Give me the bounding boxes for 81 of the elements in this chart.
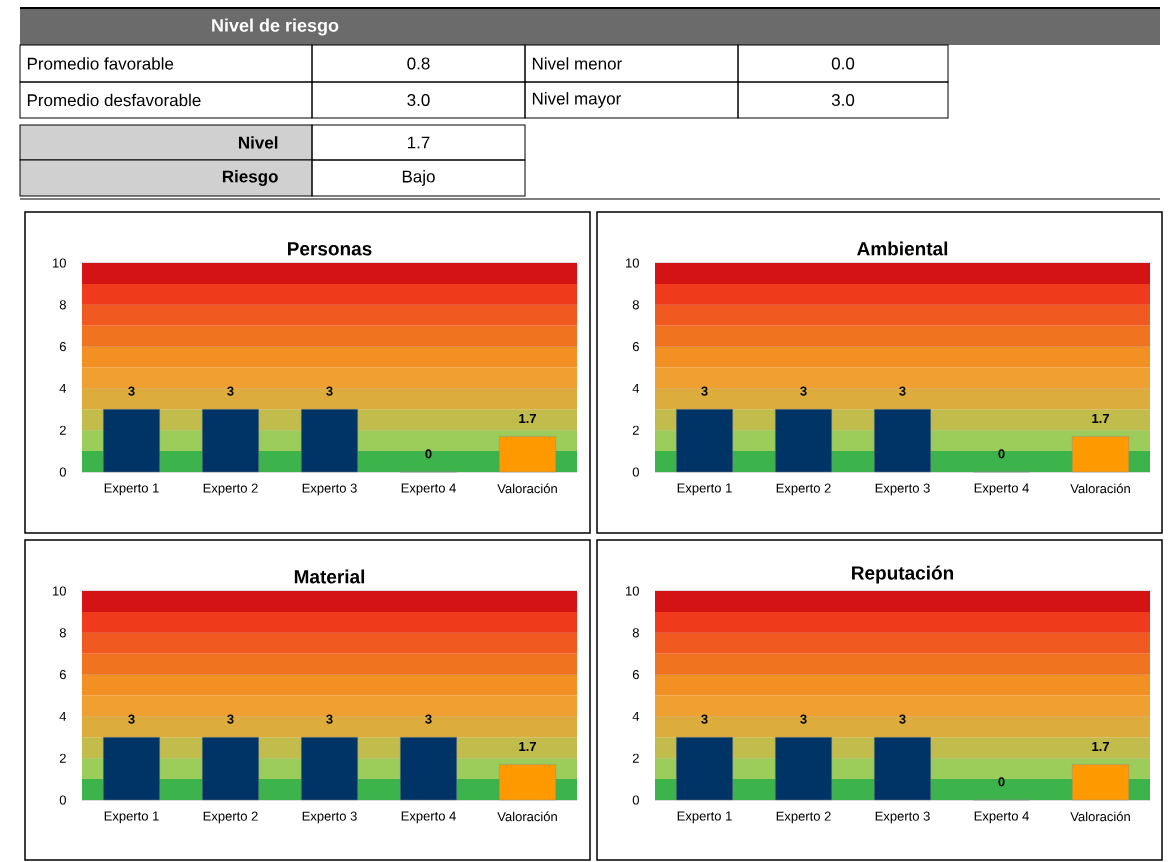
x-tick-label: Experto 1: [104, 811, 159, 824]
data-label: 3: [128, 714, 135, 724]
y-tick-label: 8: [59, 300, 66, 310]
x-tick-label: Valoración: [1070, 483, 1130, 494]
text: Promedio desfavorable: [27, 93, 201, 107]
y-tick-label: 0: [59, 795, 66, 805]
x-tick-label: Experto 3: [302, 483, 357, 496]
data-label: 3: [701, 386, 708, 396]
y-tick-label: 0: [632, 795, 639, 805]
y-tick-label: 10: [626, 586, 639, 596]
y-tick-label: 10: [53, 586, 66, 596]
y-tick-label: 2: [59, 753, 66, 763]
y-tick-label: 2: [632, 425, 639, 435]
chart-title: Material: [294, 569, 365, 584]
y-tick-label: 0: [59, 467, 66, 477]
y-tick-label: 6: [632, 341, 639, 352]
data-label: 1.7: [1092, 742, 1109, 751]
data-label: 3: [227, 386, 234, 396]
text: 3.0: [407, 93, 430, 107]
y-tick-label: 6: [59, 669, 66, 680]
y-tick-label: 4: [59, 711, 67, 721]
data-label: 3: [800, 386, 807, 396]
text: Bajo: [402, 170, 435, 186]
data-label: 3: [899, 714, 906, 724]
x-tick-label: Experto 2: [203, 483, 258, 496]
x-tick-label: Experto 1: [677, 483, 732, 496]
text: Nivel: [238, 136, 278, 149]
y-tick-label: 8: [632, 300, 639, 310]
x-tick-label: Experto 2: [776, 483, 831, 496]
x-tick-label: Valoración: [497, 811, 557, 822]
y-tick-label: 8: [632, 628, 639, 638]
data-label: 3: [701, 714, 708, 724]
text: 0.8: [407, 57, 430, 70]
x-tick-label: Experto 3: [875, 483, 930, 496]
data-label: 3: [227, 714, 234, 724]
chart-title: Personas: [288, 242, 372, 256]
text: 0.0: [831, 57, 855, 70]
y-tick-label: 4: [59, 383, 67, 393]
x-tick-label: Experto 2: [776, 811, 831, 824]
data-label: 3: [326, 714, 333, 724]
text: Nivel de riesgo: [212, 18, 339, 36]
data-label: 1.7: [519, 742, 536, 751]
data-label: 1.7: [519, 413, 536, 423]
x-tick-label: Experto 4: [401, 483, 456, 496]
x-tick-label: Experto 1: [677, 811, 732, 824]
y-tick-label: 4: [632, 711, 640, 721]
y-tick-label: 6: [59, 341, 66, 352]
x-tick-label: Experto 4: [974, 811, 1029, 824]
data-label: 0: [425, 449, 432, 459]
data-label: 0: [998, 777, 1005, 787]
y-tick-label: 4: [632, 383, 640, 393]
text: 1.7: [407, 136, 430, 149]
x-tick-label: Experto 4: [974, 483, 1029, 496]
x-tick-label: Experto 4: [401, 811, 456, 824]
text: Riesgo: [222, 170, 278, 186]
y-tick-label: 10: [626, 258, 639, 268]
x-tick-label: Valoración: [1070, 811, 1130, 822]
chart-title: Ambiental: [857, 241, 948, 256]
y-tick-label: 10: [53, 258, 66, 268]
data-label: 3: [425, 714, 432, 724]
data-label: 3: [128, 386, 135, 396]
data-label: 1.7: [1092, 413, 1109, 423]
data-label: 3: [326, 386, 333, 396]
y-tick-label: 2: [632, 753, 639, 763]
x-tick-label: Experto 3: [875, 811, 930, 824]
y-tick-label: 2: [59, 425, 66, 435]
data-label: 0: [998, 449, 1005, 459]
data-label: 3: [899, 386, 906, 396]
chart-title: Reputación: [852, 565, 954, 584]
y-tick-label: 0: [632, 467, 639, 477]
text: 3.0: [831, 93, 855, 107]
x-tick-label: Experto 1: [104, 483, 159, 496]
text: Nivel mayor: [532, 92, 621, 108]
y-tick-label: 6: [632, 669, 639, 680]
data-label: 3: [800, 714, 807, 724]
x-tick-label: Experto 3: [302, 811, 357, 824]
x-tick-label: Experto 2: [203, 811, 258, 824]
y-tick-label: 8: [59, 628, 66, 638]
text: Nivel menor: [532, 57, 622, 70]
text: Promedio favorable: [27, 57, 174, 70]
x-tick-label: Valoración: [497, 483, 557, 494]
